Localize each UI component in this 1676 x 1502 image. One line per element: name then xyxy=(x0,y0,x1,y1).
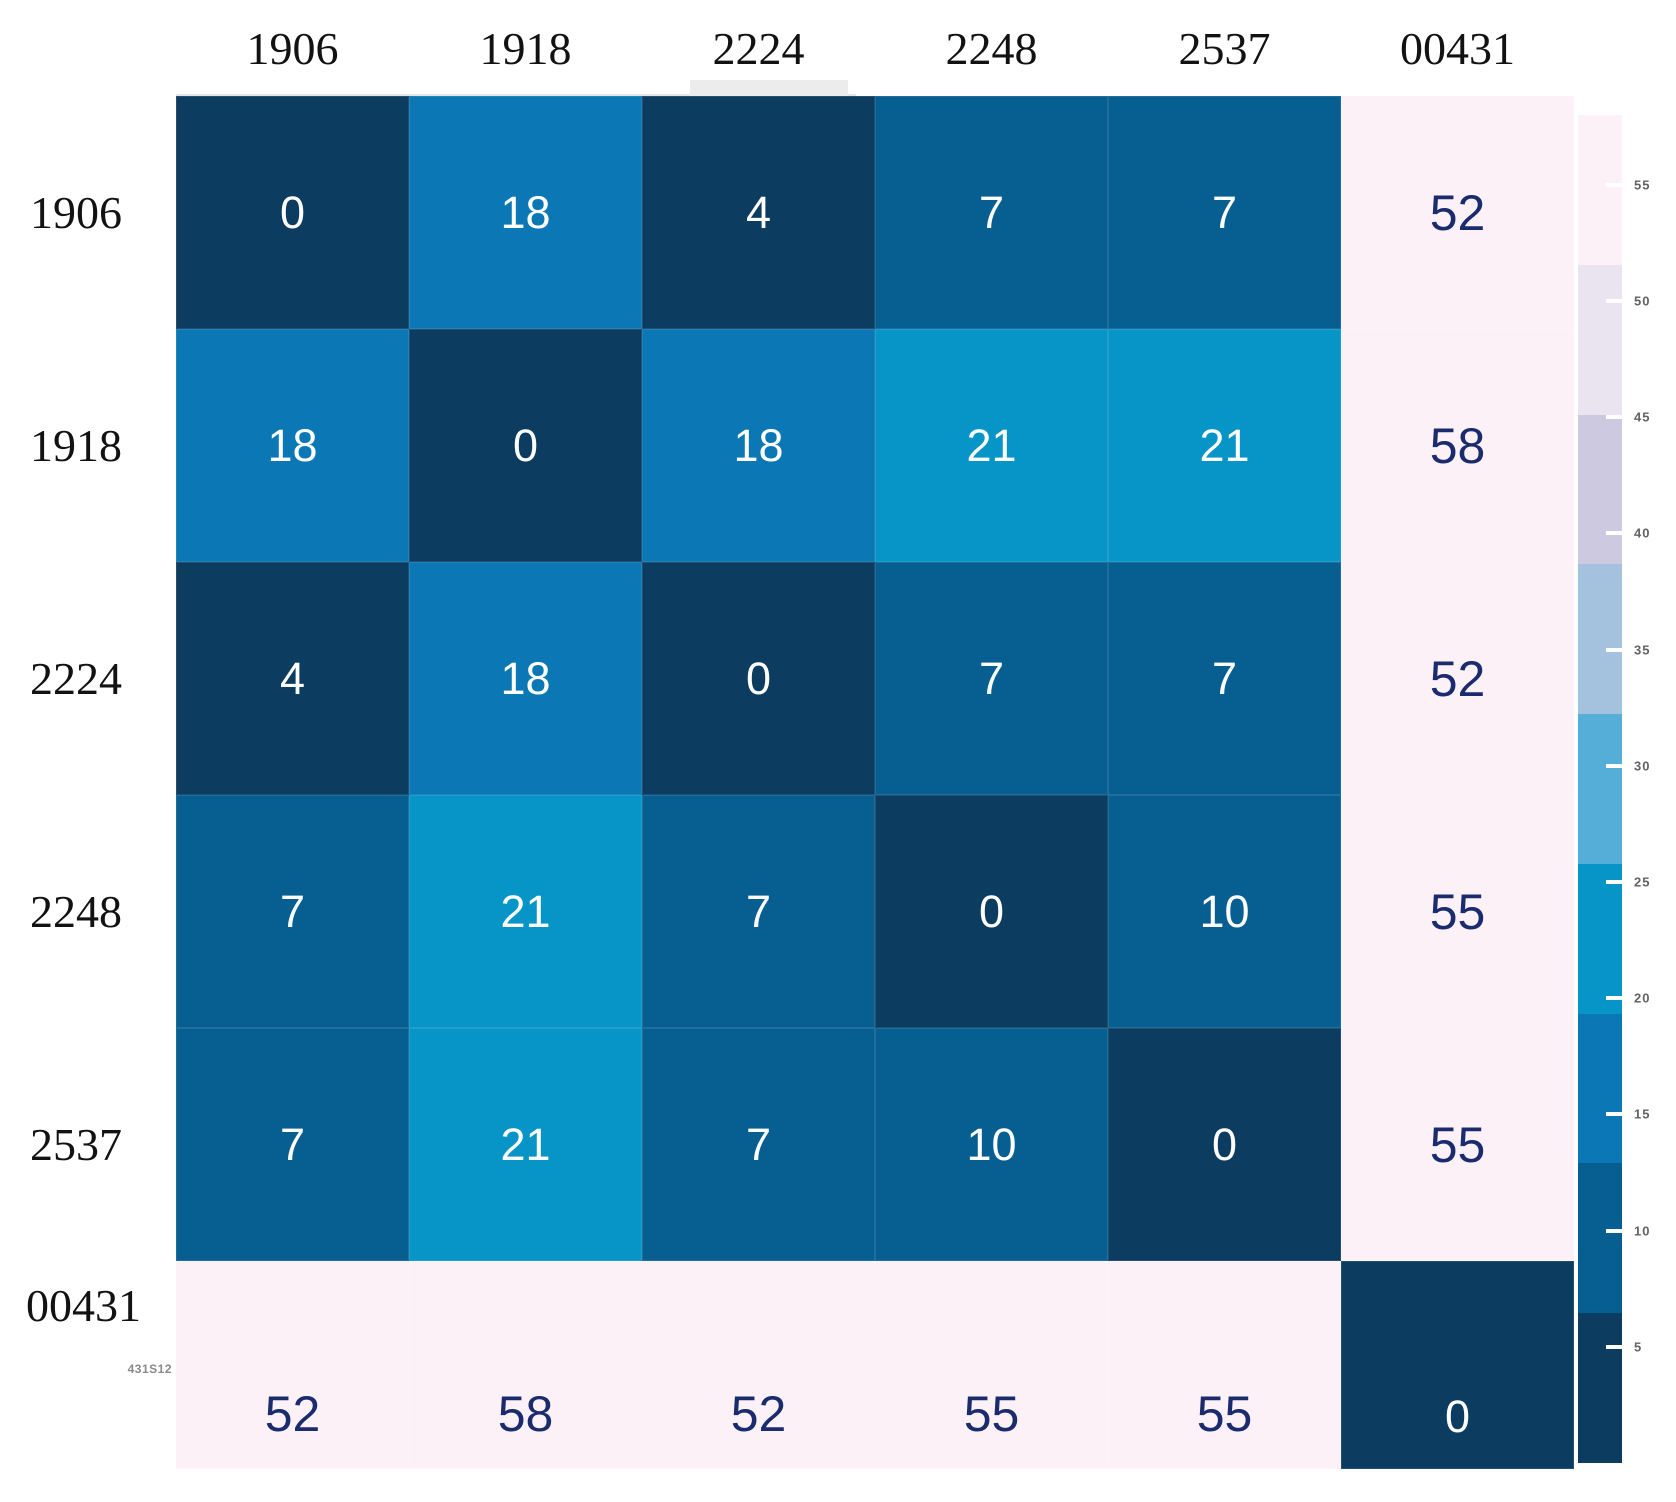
colorbar-tick-label: 50 xyxy=(1634,293,1651,309)
colorbar-tick-label: 5 xyxy=(1634,1339,1643,1355)
colorbar-tick-mark xyxy=(1606,1344,1622,1349)
colorbar-tick-mark xyxy=(1606,763,1622,768)
colorbar-tick-label: 40 xyxy=(1634,525,1651,541)
cell-2248-00431: 55 xyxy=(1341,795,1574,1028)
colorbar-tick-mark xyxy=(1606,531,1622,536)
colorbar-bin xyxy=(1578,1013,1622,1164)
colorbar-bin xyxy=(1578,714,1622,864)
cell-2224-00431: 52 xyxy=(1341,562,1574,795)
cell-2537-2537: 0 xyxy=(1108,1028,1341,1261)
cell-2248-2248: 0 xyxy=(875,795,1108,1028)
colorbar-bin xyxy=(1578,863,1622,1014)
colorbar-gradient xyxy=(1578,115,1622,1464)
colorbar-bin xyxy=(1578,115,1622,265)
cell-00431-00431: 0 xyxy=(1341,1261,1574,1469)
cell-1918-1918: 0 xyxy=(409,329,642,562)
colorbar-tick-label: 25 xyxy=(1634,874,1651,890)
row-label-2224: 2224 xyxy=(0,562,176,795)
cell-2224-2537: 7 xyxy=(1108,562,1341,795)
corner-spacer xyxy=(0,0,176,96)
cell-2537-1918: 21 xyxy=(409,1028,642,1261)
colorbar-tick-mark xyxy=(1606,298,1622,303)
colorbar-tick-mark xyxy=(1606,996,1622,1001)
cell-2537-2248: 10 xyxy=(875,1028,1108,1261)
cell-2248-1918: 21 xyxy=(409,795,642,1028)
cell-2537-1906: 7 xyxy=(176,1028,409,1261)
colorbar-bin xyxy=(1578,1163,1622,1314)
colorbar-tick-label: 30 xyxy=(1634,758,1651,774)
row-label-text: 00431 xyxy=(26,1280,141,1331)
cell-00431-1918: 58 xyxy=(409,1261,642,1469)
row-label-text: 2224 xyxy=(30,653,122,704)
cell-2224-2248: 7 xyxy=(875,562,1108,795)
colorbar-tick-label: 20 xyxy=(1634,990,1651,1006)
row-label-text: 2248 xyxy=(30,886,122,937)
heatmap-grid: 1906 1918 2224 2248 2537 00431 1906 0 18 4 7 7 52 191… xyxy=(0,0,1574,1469)
cell-2224-2224: 0 xyxy=(642,562,875,795)
colorbar-bin xyxy=(1578,264,1622,415)
row-sublabel: 431S12 xyxy=(127,1362,172,1376)
row-label-00431: 00431 431S12 xyxy=(0,1261,176,1469)
cell-1906-00431: 52 xyxy=(1341,96,1574,329)
cell-00431-2537: 55 xyxy=(1108,1261,1341,1469)
cell-2248-2224: 7 xyxy=(642,795,875,1028)
col-header-2537: 2537 xyxy=(1108,0,1341,96)
cell-2248-2537: 10 xyxy=(1108,795,1341,1028)
cell-2537-00431: 55 xyxy=(1341,1028,1574,1261)
cell-1918-1906: 18 xyxy=(176,329,409,562)
cell-2224-1918: 18 xyxy=(409,562,642,795)
colorbar-tick-label: 10 xyxy=(1634,1223,1651,1239)
row-label-2537: 2537 xyxy=(0,1028,176,1261)
colorbar-bin xyxy=(1578,564,1622,715)
cell-00431-2224: 52 xyxy=(642,1261,875,1469)
colorbar-tick-mark xyxy=(1606,1112,1622,1117)
colorbar-tick-label: 35 xyxy=(1634,642,1651,658)
colorbar-tick-label: 15 xyxy=(1634,1106,1651,1122)
col-header-1906: 1906 xyxy=(176,0,409,96)
colorbar-tick-label: 45 xyxy=(1634,409,1651,425)
cell-1906-2224: 4 xyxy=(642,96,875,329)
colorbar-tick-mark xyxy=(1606,879,1622,884)
col-header-00431: 00431 xyxy=(1341,0,1574,96)
colorbar-tick-label: 55 xyxy=(1634,177,1651,193)
cell-1906-2248: 7 xyxy=(875,96,1108,329)
colorbar-bin xyxy=(1578,1313,1622,1464)
cell-00431-1906: 52 xyxy=(176,1261,409,1469)
cell-1918-2224: 18 xyxy=(642,329,875,562)
row-label-text: 1906 xyxy=(30,187,122,238)
cell-1918-2248: 21 xyxy=(875,329,1108,562)
cell-1918-00431: 58 xyxy=(1341,329,1574,562)
row-label-1906: 1906 xyxy=(0,96,176,329)
matrix-top-edge-line xyxy=(176,94,856,96)
colorbar-tick-mark xyxy=(1606,647,1622,652)
col-header-2248: 2248 xyxy=(875,0,1108,96)
cell-1906-1918: 18 xyxy=(409,96,642,329)
cell-1906-1906: 0 xyxy=(176,96,409,329)
colorbar-tick-mark xyxy=(1606,415,1622,420)
cell-2248-1906: 7 xyxy=(176,795,409,1028)
cell-00431-2248: 55 xyxy=(875,1261,1108,1469)
cell-1906-2537: 7 xyxy=(1108,96,1341,329)
col-header-1918: 1918 xyxy=(409,0,642,96)
row-label-text: 2537 xyxy=(30,1119,122,1170)
colorbar-tick-mark xyxy=(1606,1228,1622,1233)
colorbar-tick-mark xyxy=(1606,182,1622,187)
cell-2537-2224: 7 xyxy=(642,1028,875,1261)
column-2224-top-smudge xyxy=(690,80,848,96)
row-label-text: 1918 xyxy=(30,420,122,471)
row-label-1918: 1918 xyxy=(0,329,176,562)
cell-2224-1906: 4 xyxy=(176,562,409,795)
colorbar: 55 50 45 40 35 30 25 20 15 10 5 xyxy=(1578,115,1649,1464)
colorbar-bin xyxy=(1578,414,1622,565)
cell-1918-2537: 21 xyxy=(1108,329,1341,562)
row-label-2248: 2248 xyxy=(0,795,176,1028)
